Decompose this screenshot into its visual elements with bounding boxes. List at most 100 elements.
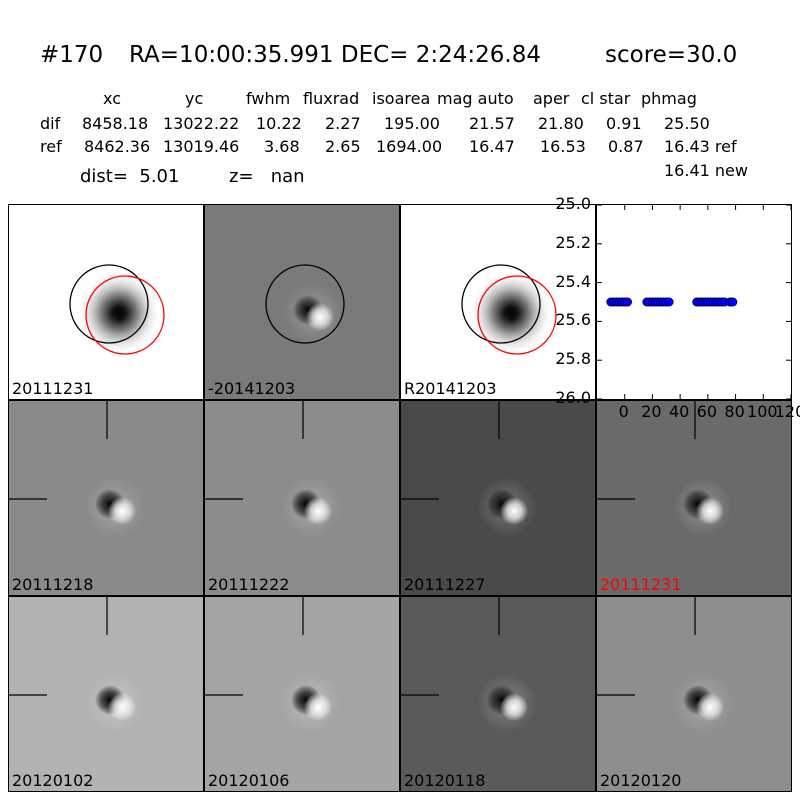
col-header-xc: xc bbox=[103, 89, 121, 108]
residual-bright bbox=[304, 693, 332, 721]
stamp-panel: 20120106 bbox=[204, 596, 400, 792]
residual-bright bbox=[696, 693, 724, 721]
x-tick-label: 120 bbox=[774, 402, 800, 421]
stamp-panel: 20111227 bbox=[400, 400, 596, 596]
residual-bright bbox=[108, 693, 136, 721]
stamp-image bbox=[9, 401, 145, 537]
z-text: z= nan bbox=[229, 166, 305, 187]
table-cell: 13022.22 bbox=[163, 114, 240, 133]
source-blob bbox=[469, 271, 553, 355]
stamp-date-label: 20120120 bbox=[600, 771, 682, 790]
y-tick-label: 25.0 bbox=[555, 194, 591, 213]
table-cell: 2.65 bbox=[325, 137, 361, 156]
residual-bright bbox=[696, 497, 724, 525]
source-blob bbox=[77, 271, 161, 355]
y-tick-label: 26.0 bbox=[555, 388, 591, 407]
table-cell: 16.47 bbox=[469, 137, 515, 156]
stamp-date-label: 20120118 bbox=[404, 771, 486, 790]
stamp-image bbox=[401, 401, 537, 537]
stamp-date-label: 20111218 bbox=[12, 575, 94, 594]
stamp-date-label: -20141203 bbox=[208, 379, 296, 398]
col-header-isoarea: isoarea bbox=[372, 89, 431, 108]
col-header-phmag: phmag bbox=[641, 89, 697, 108]
stamp-panel: 20111218 bbox=[8, 400, 204, 596]
x-tick-label: 100 bbox=[747, 402, 778, 421]
stamp-image bbox=[597, 401, 733, 537]
dist-text: dist= 5.01 bbox=[80, 166, 180, 187]
stamp-date-label: 20111231 bbox=[600, 575, 682, 594]
aperture-circle bbox=[461, 264, 541, 344]
table-cell: 0.91 bbox=[606, 114, 642, 133]
data-point bbox=[728, 297, 738, 307]
score-text: score=30.0 bbox=[605, 42, 738, 68]
stamp-panel: -20141203 bbox=[204, 204, 400, 400]
stamp-date-label: 20120106 bbox=[208, 771, 290, 790]
table-cell: 1694.00 bbox=[376, 137, 443, 156]
stamp-image bbox=[401, 597, 537, 733]
col-header-clstar: cl star bbox=[581, 89, 631, 108]
residual-bright bbox=[500, 693, 528, 721]
table-cell: 16.43 ref bbox=[664, 137, 737, 156]
table-cell: 8462.36 bbox=[84, 137, 151, 156]
stamp-image bbox=[9, 597, 145, 733]
aperture-circle-red bbox=[477, 275, 557, 355]
aperture-circle bbox=[265, 264, 345, 344]
col-header-fwhm: fwhm bbox=[246, 89, 291, 108]
stamp-date-label: 20111231 bbox=[12, 379, 94, 398]
y-tick-label: 25.4 bbox=[555, 271, 591, 291]
stamp-panel: 20120102 bbox=[8, 596, 204, 792]
stamp-image bbox=[597, 597, 733, 733]
col-header-magauto: mag auto bbox=[437, 89, 514, 108]
x-tick-label: 40 bbox=[668, 402, 690, 421]
x-tick-label: 0 bbox=[618, 402, 629, 421]
row-label-dif: dif bbox=[40, 114, 61, 133]
stamp-panel: 20111231 bbox=[596, 400, 792, 596]
y-tick-label: 25.8 bbox=[555, 349, 591, 369]
stamp-panel: 20111231 bbox=[8, 204, 204, 400]
light-curve-svg bbox=[597, 205, 791, 399]
candidate-id: #170 bbox=[40, 42, 104, 68]
residual-bright bbox=[108, 497, 136, 525]
aperture-circle bbox=[69, 264, 149, 344]
table-cell: 3.68 bbox=[264, 137, 300, 156]
col-header-aper: aper bbox=[533, 89, 570, 108]
stamp-panel: R20141203 bbox=[400, 204, 596, 400]
table-cell: 2.27 bbox=[325, 114, 361, 133]
col-header-fluxrad: fluxrad bbox=[303, 89, 360, 108]
x-tick-label: 20 bbox=[641, 402, 662, 421]
table-cell: 195.00 bbox=[384, 114, 440, 133]
stamp-image bbox=[461, 264, 557, 355]
y-tick-label: 25.2 bbox=[555, 232, 591, 252]
light-curve-plot bbox=[596, 204, 792, 400]
table-cell: 16.53 bbox=[540, 137, 586, 156]
data-point bbox=[664, 297, 674, 307]
table-cell: 10.22 bbox=[256, 114, 302, 133]
table-cell: 0.87 bbox=[608, 137, 644, 156]
stamp-panel: 20120118 bbox=[400, 596, 596, 792]
data-point bbox=[622, 297, 632, 307]
stamp-date-label: 20111227 bbox=[404, 575, 486, 594]
stamp-date-label: R20141203 bbox=[404, 379, 497, 398]
row-label-ref: ref bbox=[40, 137, 62, 156]
col-header-yc: yc bbox=[185, 89, 204, 108]
table-cell: 21.57 bbox=[469, 114, 515, 133]
aperture-circle-red bbox=[85, 275, 165, 355]
radec-text: RA=10:00:35.991 DEC= 2:24:26.84 bbox=[129, 42, 542, 68]
stamp-panel: 20120120 bbox=[596, 596, 792, 792]
residual-bright bbox=[304, 497, 332, 525]
table-cell: 8458.18 bbox=[82, 114, 149, 133]
table-cell: 25.50 bbox=[664, 114, 710, 133]
phmag-new: 16.41 new bbox=[664, 161, 748, 180]
table-cell: 21.80 bbox=[538, 114, 584, 133]
stamp-image bbox=[205, 597, 341, 733]
stamp-image bbox=[265, 264, 345, 344]
table-cell: 13019.46 bbox=[163, 137, 240, 156]
stamp-date-label: 20120102 bbox=[12, 771, 94, 790]
stamp-date-label: 20111222 bbox=[208, 575, 290, 594]
residual-bright bbox=[500, 497, 528, 525]
residual-bright bbox=[306, 303, 334, 331]
x-tick-label: 80 bbox=[724, 402, 745, 421]
y-tick-label: 25.6 bbox=[555, 310, 591, 330]
stamp-image bbox=[205, 401, 341, 537]
x-tick-label: 60 bbox=[696, 402, 718, 421]
